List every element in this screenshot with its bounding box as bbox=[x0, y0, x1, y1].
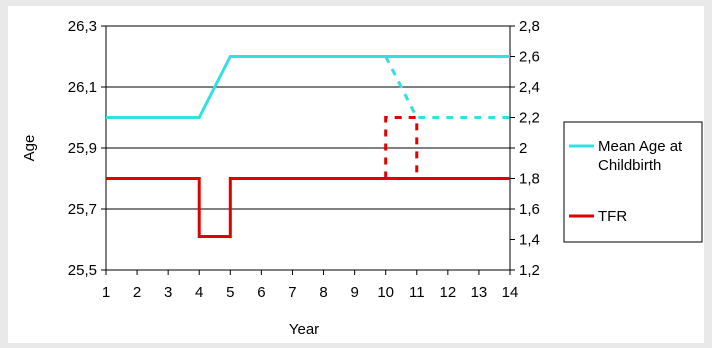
legend-label: Childbirth bbox=[598, 157, 661, 174]
tick-labels: 26,3 26,1 25,9 25,7 25,5 2,8 2,6 2,4 2,2 2 1,8 1,6 1… bbox=[68, 18, 540, 301]
y-axis-title: Age bbox=[21, 135, 38, 162]
y2-tick-label: 1,6 bbox=[519, 201, 540, 218]
x-tick-label: 6 bbox=[257, 284, 265, 301]
chart-area: 26,3 26,1 25,9 25,7 25,5 2,8 2,6 2,4 2,2 2 1,8 1,6 1… bbox=[8, 6, 704, 343]
axes bbox=[101, 25, 515, 275]
legend-label: TFR bbox=[598, 208, 627, 225]
series-projection bbox=[384, 55, 510, 119]
legend-box bbox=[563, 121, 703, 243]
x-tick-label: 14 bbox=[502, 284, 519, 301]
y2-tick-label: 2,2 bbox=[519, 110, 540, 127]
x-tick-label: 2 bbox=[133, 284, 141, 301]
legend: Mean Age at Childbirth TFR bbox=[563, 121, 703, 243]
series-projection bbox=[384, 116, 419, 179]
series-mean-age-at-childbirth bbox=[106, 55, 510, 119]
y-tick-label: 26,3 bbox=[68, 18, 97, 35]
y2-tick-label: 1,2 bbox=[519, 262, 540, 279]
x-tick-label: 9 bbox=[350, 284, 358, 301]
gridlines bbox=[106, 25, 510, 210]
series-lines bbox=[106, 55, 510, 238]
y-tick-label: 25,5 bbox=[68, 262, 97, 279]
y2-tick-label: 1,4 bbox=[519, 232, 540, 249]
x-tick-label: 8 bbox=[319, 284, 327, 301]
x-tick-label: 11 bbox=[409, 284, 425, 301]
line-chart: 26,3 26,1 25,9 25,7 25,5 2,8 2,6 2,4 2,2 2 1,8 1,6 1… bbox=[21, 18, 703, 338]
x-tick-label: 7 bbox=[288, 284, 296, 301]
x-tick-label: 1 bbox=[102, 284, 110, 301]
legend-label: Mean Age at bbox=[598, 138, 683, 155]
y2-tick-label: 2,4 bbox=[519, 79, 540, 96]
x-tick-label: 4 bbox=[195, 284, 203, 301]
series-tfr bbox=[106, 177, 510, 238]
y2-tick-label: 2,8 bbox=[519, 18, 540, 35]
x-tick-label: 13 bbox=[471, 284, 488, 301]
y2-tick-label: 2,6 bbox=[519, 49, 540, 66]
x-tick-label: 5 bbox=[226, 284, 234, 301]
y-tick-label: 25,7 bbox=[68, 201, 97, 218]
y-tick-label: 26,1 bbox=[68, 79, 97, 96]
x-tick-label: 12 bbox=[440, 284, 457, 301]
x-tick-label: 3 bbox=[164, 284, 172, 301]
y2-tick-label: 2 bbox=[519, 140, 527, 157]
x-tick-label: 10 bbox=[377, 284, 394, 301]
y2-tick-label: 1,8 bbox=[519, 171, 540, 188]
y-tick-label: 25,9 bbox=[68, 140, 97, 157]
x-axis-title: Year bbox=[289, 321, 319, 338]
